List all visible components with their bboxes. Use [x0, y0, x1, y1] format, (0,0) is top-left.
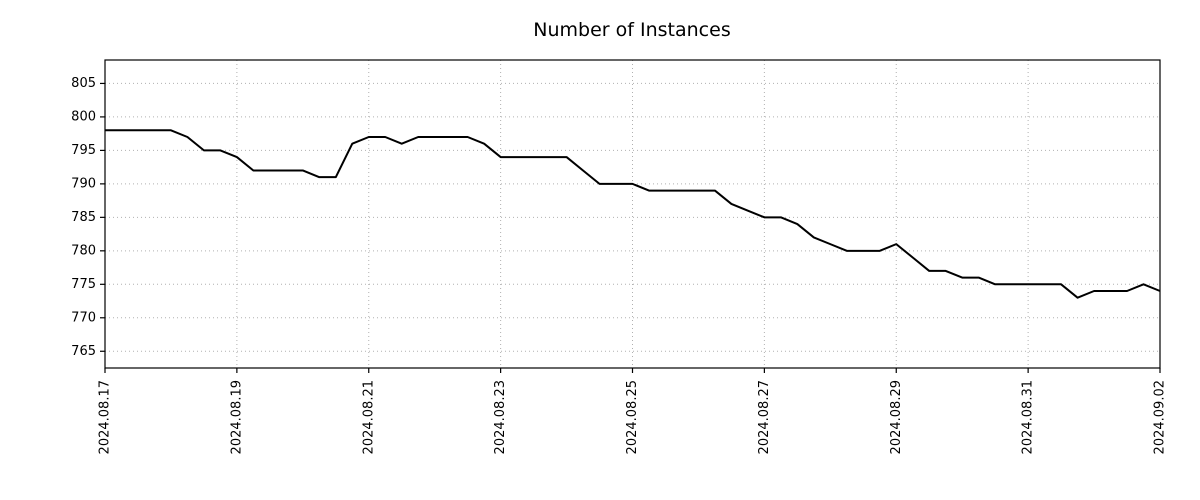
x-tick-label: 2024.08.29: [889, 380, 904, 454]
y-tick-label: 795: [71, 143, 96, 158]
x-tick-label: 2024.08.23: [493, 380, 508, 454]
series-line: [105, 129, 1161, 299]
y-tick-label: 770: [71, 310, 96, 325]
x-tick-label: 2024.08.19: [229, 380, 244, 454]
x-tick-label: 2024.08.25: [625, 380, 640, 454]
x-tick-label: 2024.08.31: [1021, 380, 1036, 454]
y-tick-label: 775: [71, 277, 96, 292]
y-tick-label: 785: [71, 210, 96, 225]
y-tick-label: 780: [71, 243, 96, 258]
y-tick-label: 790: [71, 176, 96, 191]
plot-area: 765 770 775 780 785 790 795 800 805 2024.08.17 202…: [71, 59, 1168, 454]
y-tick-label: 800: [71, 109, 96, 124]
x-tick-label: 2024.08.21: [361, 380, 376, 454]
plot-border: [104, 59, 1161, 369]
y-tick-label: 805: [71, 76, 96, 91]
y-tick-label: 765: [71, 344, 96, 359]
x-tick-label: 2024.09.02: [1153, 380, 1168, 454]
x-tick-label: 2024.08.27: [757, 380, 772, 454]
x-tick-label: 2024.08.17: [98, 380, 113, 454]
chart-title: Number of Instances: [533, 19, 730, 41]
